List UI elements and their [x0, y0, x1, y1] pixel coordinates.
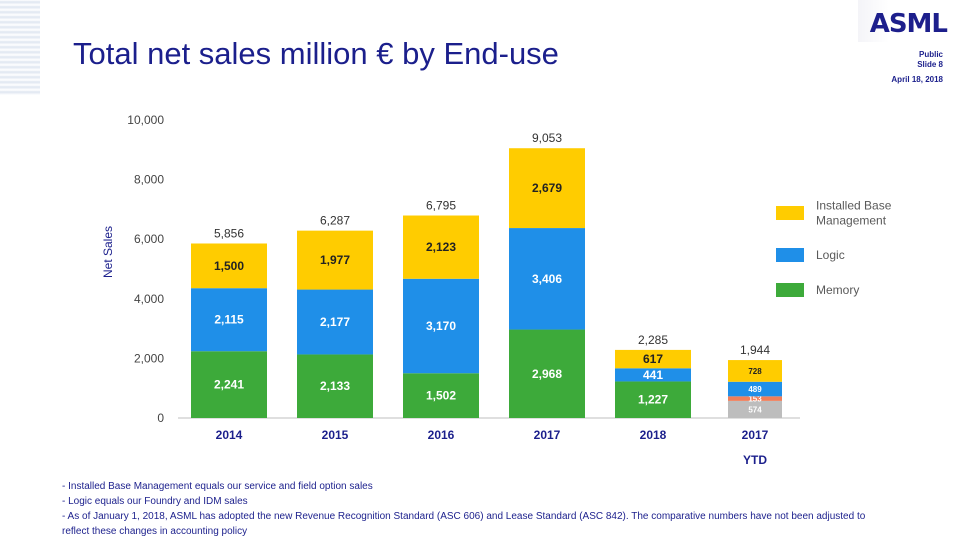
- data-label: 441: [643, 368, 663, 382]
- x-tick-label: 2016: [428, 428, 455, 442]
- x-tick-label: 2017: [534, 428, 561, 442]
- x-tick-label: 2018: [640, 428, 667, 442]
- bar-segment: [615, 368, 691, 382]
- bar-segment: [509, 228, 585, 330]
- y-tick-label: 10,000: [127, 113, 164, 127]
- data-label: 2,241: [214, 378, 244, 392]
- bar-segment: [615, 349, 691, 369]
- bar-segment: [297, 289, 373, 355]
- footnote-3: - As of January 1, 2018, ASML has adopte…: [62, 511, 866, 537]
- total-label: 2,285: [638, 333, 668, 347]
- data-label: 3,406: [532, 272, 562, 286]
- bar-segment: [403, 215, 479, 279]
- legend-swatch: [776, 206, 804, 220]
- slide-title: Total net sales million € by End-use: [73, 36, 559, 71]
- bar-segment: [191, 288, 267, 352]
- data-label: 2,968: [532, 367, 562, 381]
- footnotes: - Installed Base Management equals our s…: [62, 479, 882, 539]
- data-label: 728: [748, 367, 762, 376]
- bar-segment: [191, 243, 267, 289]
- legend-swatch: [776, 283, 804, 297]
- y-tick-label: 4,000: [134, 292, 164, 306]
- total-label: 1,944: [740, 343, 770, 357]
- bar-segment: [615, 381, 691, 418]
- total-label: 9,053: [532, 131, 562, 145]
- data-label: 2,177: [320, 315, 350, 329]
- legend-label: Management: [816, 214, 887, 228]
- bar-segment: [191, 351, 267, 418]
- slide-number: Slide 8: [917, 60, 943, 69]
- asml-logo: ASML: [869, 9, 948, 39]
- footnote-2: - Logic equals our Foundry and IDM sales: [62, 496, 248, 507]
- bar-segment: [509, 329, 585, 418]
- data-label: 574: [748, 405, 762, 414]
- total-label: 5,856: [214, 226, 244, 240]
- bar-segment: [509, 148, 585, 229]
- y-tick-label: 8,000: [134, 173, 164, 187]
- data-label: 2,123: [426, 240, 456, 254]
- x-tick-label: 2014: [216, 428, 243, 442]
- data-label: 153: [748, 395, 762, 404]
- y-axis-label: Net Sales: [101, 226, 115, 278]
- data-label: 1,977: [320, 253, 350, 267]
- data-label: 1,502: [426, 389, 456, 403]
- data-label: 2,133: [320, 379, 350, 393]
- data-label: 489: [748, 385, 762, 394]
- data-label: 2,115: [214, 313, 244, 327]
- legend-swatch: [776, 248, 804, 262]
- legend-label: Logic: [816, 248, 845, 262]
- bar-segment: [728, 381, 782, 397]
- bar-segment: [297, 354, 373, 418]
- bar-segment: [728, 360, 782, 382]
- total-label: 6,795: [426, 199, 456, 213]
- y-tick-label: 0: [157, 411, 164, 425]
- x-tick-label: 2015: [322, 428, 349, 442]
- bar-segment: [403, 278, 479, 374]
- legend-label: Memory: [816, 283, 859, 297]
- data-label: 1,227: [638, 393, 668, 407]
- decorative-lines: [0, 0, 40, 95]
- x-tick-sublabel: YTD: [743, 453, 767, 467]
- y-tick-label: 6,000: [134, 232, 164, 246]
- footnote-1: - Installed Base Management equals our s…: [62, 481, 373, 492]
- y-tick-label: 2,000: [134, 351, 164, 365]
- bar-segment: [728, 396, 782, 401]
- data-label: 617: [643, 352, 663, 366]
- total-label: 6,287: [320, 214, 350, 228]
- data-label: 1,500: [214, 259, 244, 273]
- data-label: 2,679: [532, 181, 562, 195]
- legend-label: Installed Base: [816, 199, 892, 213]
- bar-segment: [728, 400, 782, 418]
- slide-date: April 18, 2018: [891, 75, 943, 84]
- classification-label: Public: [918, 50, 943, 59]
- x-tick-label: 2017: [742, 428, 769, 442]
- logo-area: ASML: [858, 0, 961, 42]
- data-label: 3,170: [426, 319, 456, 333]
- bar-segment: [297, 230, 373, 290]
- bar-segment: [403, 373, 479, 418]
